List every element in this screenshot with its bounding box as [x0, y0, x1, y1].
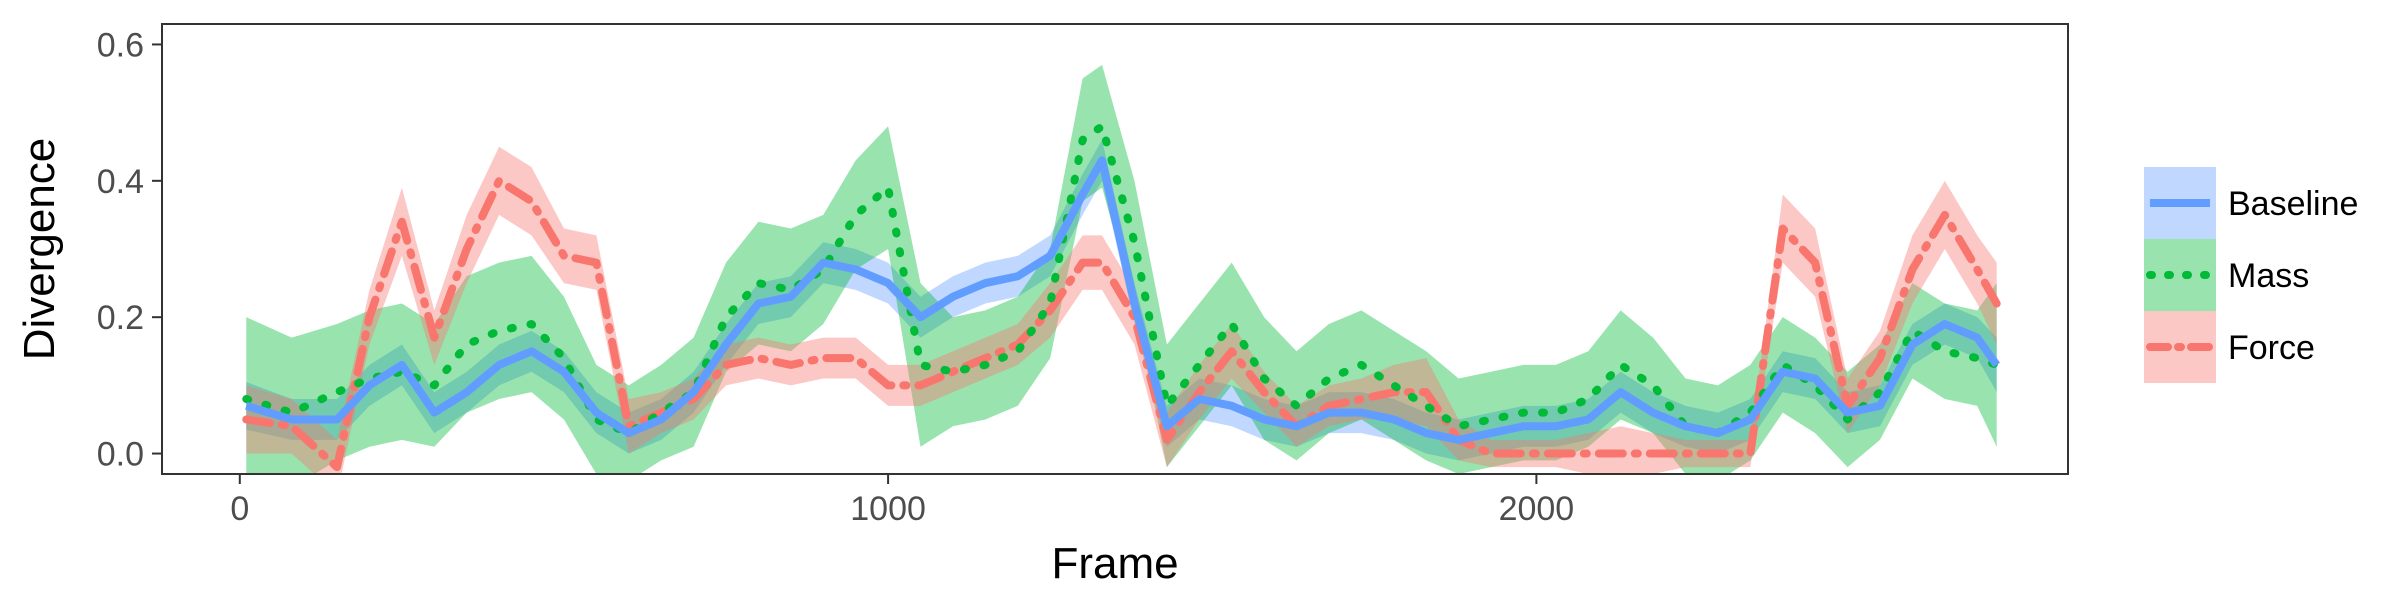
x-tick-label: 1000: [850, 490, 926, 528]
x-tick-label: 0: [230, 490, 249, 528]
legend-item-mass: Mass: [2144, 239, 2309, 311]
plot-panel-background: [162, 24, 2068, 474]
x-tick-label: 2000: [1499, 490, 1575, 528]
plot-panel-border: [161, 23, 2069, 475]
band-mass: [246, 64, 1997, 474]
y-axis: 0.0 0.2 0.4 0.6: [97, 26, 162, 474]
y-tick-label: 0.0: [97, 436, 144, 474]
series-lines: [242, 122, 2001, 472]
legend-item-force: Force: [2144, 311, 2315, 383]
x-axis: 0 1000 2000: [230, 474, 1574, 528]
y-tick-label: 0.6: [97, 26, 144, 64]
y-tick-label: 0.2: [97, 299, 144, 337]
confidence-bands: [246, 64, 1997, 474]
line-baseline: [245, 156, 2000, 444]
legend-label: Baseline: [2228, 185, 2358, 223]
legend-label: Force: [2228, 329, 2315, 367]
legend-item-baseline: Baseline: [2144, 167, 2358, 239]
legend-label: Mass: [2228, 257, 2309, 295]
y-tick-label: 0.4: [97, 163, 144, 201]
band-force: [246, 146, 1997, 474]
x-axis-title: Frame: [1051, 539, 1178, 588]
band-baseline: [246, 139, 1997, 461]
legend: Baseline Mass Force: [2144, 167, 2358, 383]
y-axis-title: Divergence: [15, 138, 64, 361]
